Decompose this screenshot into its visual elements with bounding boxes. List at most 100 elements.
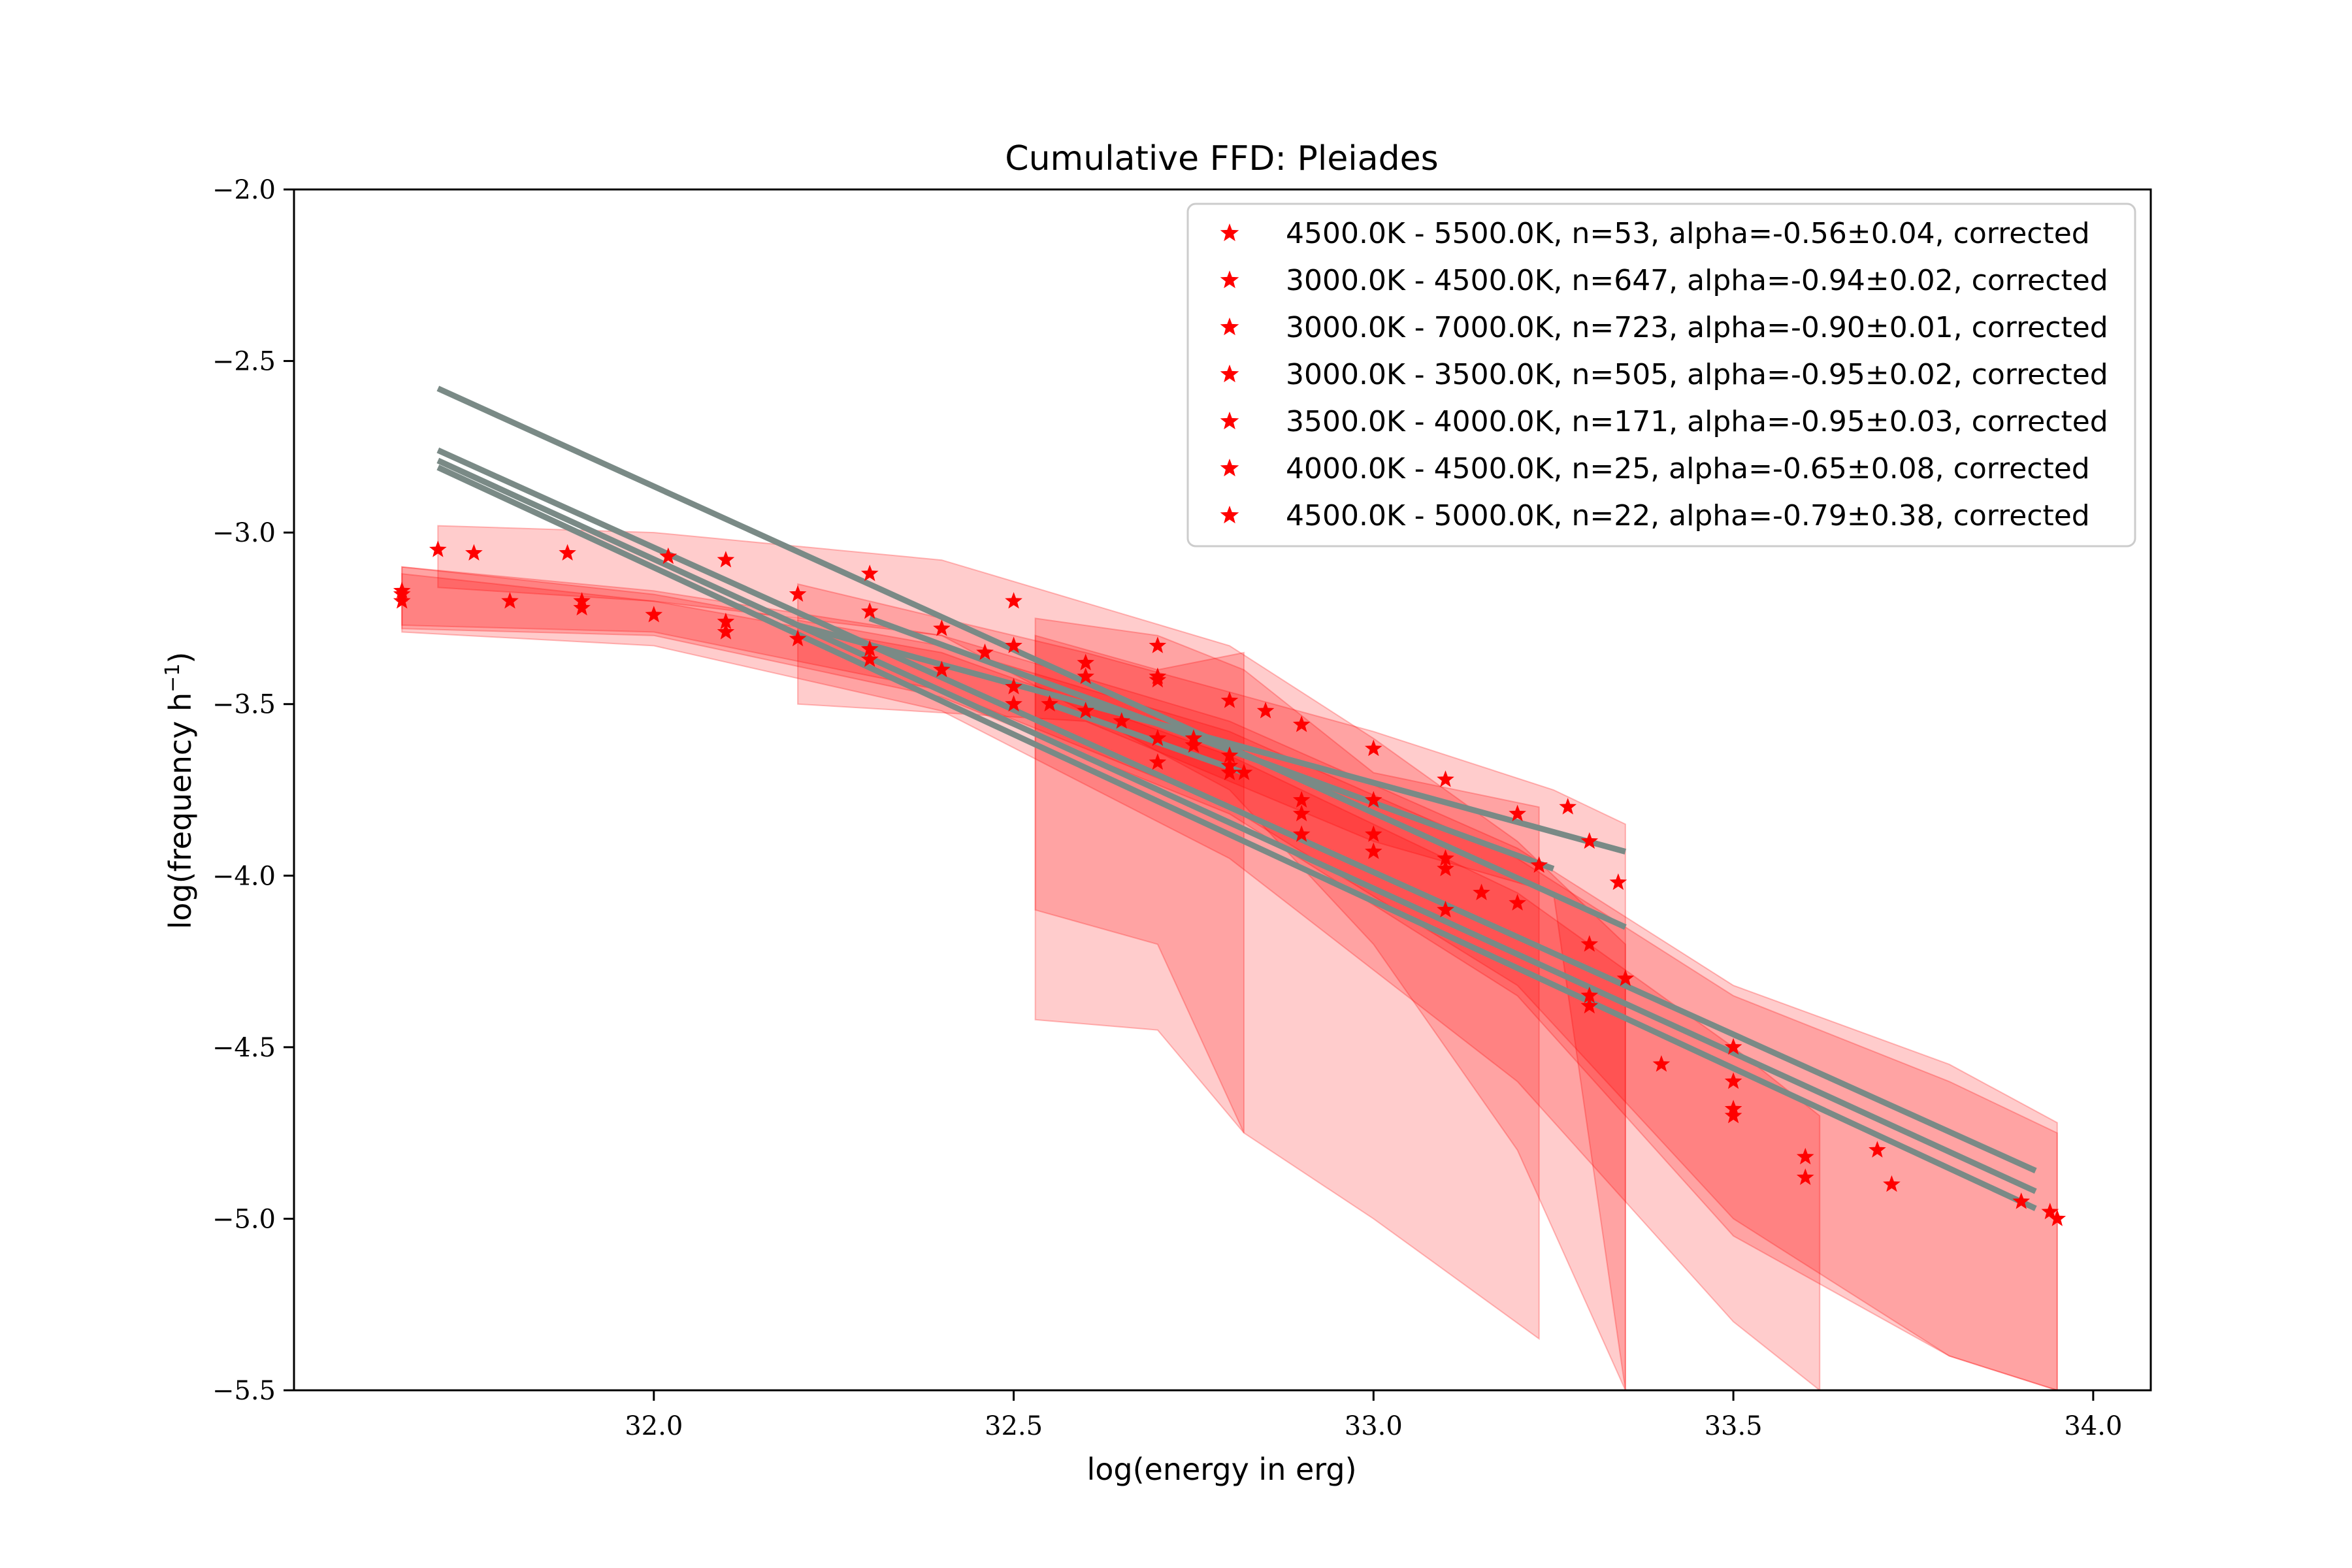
data-point-s6-5 bbox=[1220, 763, 1239, 781]
data-point-s6-7 bbox=[1365, 842, 1382, 859]
confidence-bands bbox=[401, 525, 2058, 1390]
data-point-s1-3 bbox=[933, 619, 951, 636]
data-point-s2-9 bbox=[1509, 894, 1526, 911]
data-point-s1-2 bbox=[860, 602, 879, 619]
fit-line-2 bbox=[436, 448, 2037, 1174]
y-tick-label: −4.0 bbox=[212, 861, 276, 891]
data-point-s4-1 bbox=[393, 592, 411, 609]
fit-line-3 bbox=[436, 457, 2037, 1194]
data-point-s4-7 bbox=[1292, 825, 1311, 842]
y-tick-label: −2.0 bbox=[212, 175, 276, 205]
legend-marker-4 bbox=[1220, 365, 1239, 383]
data-point-s5-10 bbox=[1365, 791, 1382, 808]
data-point-s1-10 bbox=[1437, 770, 1454, 787]
data-point-s2-15 bbox=[2048, 1209, 2066, 1226]
data-point-s3-5 bbox=[1005, 678, 1022, 694]
data-point-s2-8 bbox=[1365, 825, 1382, 842]
data-point-s7-7 bbox=[1235, 763, 1253, 781]
data-point-s3-1 bbox=[393, 581, 411, 598]
data-point-s4-11 bbox=[1796, 1168, 1814, 1185]
data-point-s5-13 bbox=[1652, 1055, 1671, 1072]
data-point-s5-6 bbox=[860, 564, 879, 581]
x-tick-label: 33.0 bbox=[1345, 1411, 1403, 1441]
data-point-s1-13 bbox=[1580, 832, 1599, 849]
data-point-s1-5 bbox=[1077, 653, 1094, 670]
data-point-s2-4 bbox=[789, 629, 807, 647]
confidence-band-6 bbox=[1034, 617, 1540, 1341]
legend-marker-6 bbox=[1220, 459, 1239, 477]
x-tick-label: 32.0 bbox=[625, 1411, 683, 1441]
data-point-s1-11 bbox=[1509, 804, 1526, 822]
data-point-s2-3 bbox=[645, 606, 663, 623]
fit-line-6 bbox=[868, 615, 1555, 872]
y-tick-label: −5.5 bbox=[212, 1376, 276, 1406]
legend-entry-7: 4500.0K - 5000.0K, n=22, alpha=-0.79±0.3… bbox=[1286, 499, 2090, 532]
data-point-s6-9 bbox=[1530, 856, 1548, 873]
fit-lines bbox=[436, 385, 2037, 1211]
data-point-s5-1 bbox=[429, 540, 447, 557]
x-axis-label: log(energy in erg) bbox=[1086, 1452, 1356, 1487]
data-point-s7-4 bbox=[1149, 729, 1167, 746]
data-point-s3-7 bbox=[1292, 791, 1311, 808]
data-point-s4-9 bbox=[1580, 996, 1599, 1014]
legend-marker-7 bbox=[1220, 506, 1239, 524]
data-point-s5-4 bbox=[659, 547, 678, 564]
legend-entry-3: 3000.0K - 7000.0K, n=723, alpha=-0.90±0.… bbox=[1286, 311, 2108, 344]
legend-entry-4: 3000.0K - 3500.0K, n=505, alpha=-0.95±0.… bbox=[1286, 358, 2108, 391]
data-point-s5-14 bbox=[1724, 1106, 1742, 1124]
data-point-s3-3 bbox=[717, 612, 735, 629]
data-point-s2-10 bbox=[1616, 969, 1635, 987]
legend-marker-1 bbox=[1220, 223, 1239, 242]
legend-frame bbox=[1186, 203, 2136, 547]
data-point-s7-5 bbox=[1184, 736, 1203, 753]
y-axis-label: log(frequency h−1) bbox=[161, 652, 198, 930]
data-point-s3-10 bbox=[1724, 1037, 1742, 1055]
data-point-s5-11 bbox=[1473, 883, 1490, 900]
data-point-s1-4 bbox=[1005, 636, 1022, 653]
fit-line-5 bbox=[436, 385, 1627, 930]
legend-entry-2: 3000.0K - 4500.0K, n=647, alpha=-0.94±0.… bbox=[1286, 264, 2108, 297]
x-axis: 32.0 32.5 33.0 33.5 34.0 bbox=[625, 1390, 2122, 1441]
y-tick-label: −5.0 bbox=[212, 1204, 276, 1234]
plot-frame bbox=[293, 188, 2152, 1392]
data-point-s5-7 bbox=[1005, 592, 1022, 609]
x-tick-label: 32.5 bbox=[985, 1411, 1043, 1441]
y-tick-label: −4.5 bbox=[212, 1033, 276, 1063]
x-tick-label: 33.5 bbox=[1705, 1411, 1763, 1441]
data-point-s6-3 bbox=[1149, 667, 1167, 684]
data-point-s1-12 bbox=[1559, 798, 1577, 815]
legend-entry-5: 3500.0K - 4000.0K, n=171, alpha=-0.95±0.… bbox=[1286, 405, 2108, 438]
data-point-s5-8 bbox=[1149, 636, 1167, 653]
data-point-s4-8 bbox=[1437, 900, 1454, 918]
data-point-s4-5 bbox=[1005, 694, 1022, 711]
data-point-s2-13 bbox=[1883, 1175, 1901, 1192]
data-point-s7-6 bbox=[1220, 746, 1239, 763]
data-point-s2-5 bbox=[933, 661, 951, 678]
data-point-s7-3 bbox=[1113, 712, 1131, 729]
data-point-s5-3 bbox=[559, 544, 576, 561]
data-point-s2-12 bbox=[1796, 1147, 1814, 1165]
data-point-s1-8 bbox=[1292, 715, 1311, 732]
legend-entry-6: 4000.0K - 4500.0K, n=25, alpha=-0.65±0.0… bbox=[1286, 452, 2090, 485]
data-point-s4-6 bbox=[1149, 753, 1167, 770]
data-point-s3-9 bbox=[1580, 935, 1599, 952]
legend-marker-2 bbox=[1220, 270, 1239, 289]
data-point-s6-1 bbox=[976, 643, 994, 661]
legend-marker-3 bbox=[1220, 318, 1239, 336]
y-tick-label: −2.5 bbox=[212, 347, 276, 377]
data-point-s6-8 bbox=[1437, 849, 1454, 866]
data-point-s5-12 bbox=[1580, 987, 1599, 1004]
data-point-s4-3 bbox=[717, 623, 735, 640]
y-axis: −2.0 −2.5 −3.0 −3.5 −4.0 −4.5 −5.0 −5.5 bbox=[212, 175, 294, 1406]
data-point-s1-14 bbox=[1609, 873, 1627, 890]
data-points bbox=[393, 540, 2066, 1226]
data-point-s3-4 bbox=[860, 640, 879, 657]
y-tick-label: −3.0 bbox=[212, 518, 276, 548]
data-point-s4-2 bbox=[573, 598, 591, 615]
data-point-s2-14 bbox=[2012, 1192, 2030, 1209]
chart-title: Cumulative FFD: Pleiades bbox=[1005, 139, 1438, 178]
data-point-s1-7 bbox=[1220, 691, 1239, 708]
data-point-s6-6 bbox=[1292, 804, 1311, 822]
data-point-s5-9 bbox=[1256, 702, 1275, 719]
data-point-s5-2 bbox=[465, 544, 483, 561]
